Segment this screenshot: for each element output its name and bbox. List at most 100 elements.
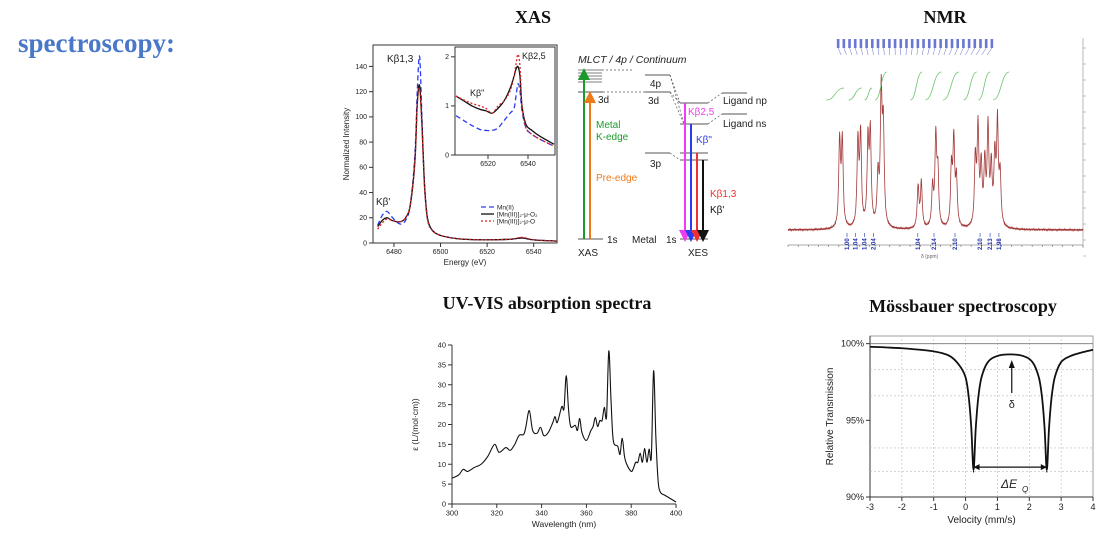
nmr-peak-pointer — [843, 47, 847, 56]
nmr-integration-curve — [848, 87, 862, 101]
xas-inset-y-tick-label: 2 — [445, 54, 449, 61]
xas-main-y-tick-label: 60 — [359, 165, 367, 172]
nmr-peak-pointer — [986, 47, 993, 56]
metal-k-edge-label-1: Metal — [596, 120, 620, 131]
xas-main-y-tick-label: 80 — [359, 139, 367, 146]
uvvis-y-tick-label: 10 — [438, 460, 446, 469]
xas-legend-label: Mn(II) — [497, 205, 514, 212]
mossbauer-frame — [869, 335, 1094, 498]
ligand-np-label: Ligand np — [723, 96, 767, 107]
mossbauer-x-tick-label: 1 — [995, 502, 1000, 512]
nmr-peak-shift-label — [916, 39, 920, 48]
xas-main-y-tick-label: 0 — [363, 240, 367, 247]
metal-label: Metal — [632, 235, 656, 246]
delta-label: δ — [1009, 399, 1015, 411]
uvvis-y-tick-label: 30 — [438, 380, 446, 389]
nmr-integration-curve — [992, 71, 1010, 101]
nmr-peak-pointer — [927, 47, 930, 56]
nmr-integral-label: 1.00 — [845, 238, 851, 250]
nmr-peak-shift-label — [950, 39, 954, 48]
nmr-peak-shift-label — [882, 39, 885, 48]
uvvis-title: UV-VIS absorption spectra — [442, 293, 652, 313]
kbdp-label: Kβ" — [696, 135, 712, 146]
nmr-peak-pointer — [970, 47, 975, 56]
nmr-peak-shift-label — [979, 39, 982, 48]
nmr-peak-shift-label — [927, 39, 931, 48]
delta-arrow-head — [1008, 360, 1015, 368]
nmr-peak-pointer — [943, 47, 947, 56]
uvvis-x-tick-label: 340 — [535, 509, 548, 518]
nmr-title: NMR — [923, 7, 967, 27]
quad-split-subscript: Q — [1022, 485, 1028, 494]
xas-inset-series-2-line — [455, 53, 555, 147]
nmr-peak-pointer — [959, 47, 964, 56]
uvvis-y-tick-label: 0 — [442, 500, 446, 509]
nmr-peak-pointer — [976, 47, 981, 56]
xas-inset-y-tick-label: 0 — [445, 152, 449, 159]
uvvis-x-tick-label: 320 — [491, 509, 504, 518]
mossbauer-x-tick-label: 3 — [1059, 502, 1064, 512]
nmr-x-label: δ (ppm) — [921, 254, 939, 260]
uvvis-x-tick-label: 360 — [580, 509, 593, 518]
nmr-peak-shift-label — [956, 39, 960, 48]
mossbauer-x-tick-label: -3 — [866, 502, 874, 512]
xas-main-y-tick-label: 40 — [359, 190, 367, 197]
nmr-integral-label: 1.04 — [863, 238, 869, 250]
xas-kb13-label: Kβ1,3 — [387, 54, 414, 65]
uvvis-y-tick-label: 15 — [438, 440, 446, 449]
nmr-integral-label: 1.98 — [997, 238, 1003, 250]
xas-main-x-tick-label: 6500 — [433, 249, 449, 256]
xas-legend-label: [Mn(III)]₂-μ-O — [497, 219, 535, 226]
xas-title: XAS — [514, 7, 552, 27]
nmr-peak-shift-label — [984, 39, 988, 48]
nmr-peak-pointer — [932, 47, 936, 56]
xas-main-series-2-line — [377, 87, 558, 242]
quad-split-label: ΔE — [1000, 477, 1018, 491]
nmr-peak-shift-label — [967, 39, 971, 48]
nmr-peak-pointer — [911, 47, 913, 56]
nmr-integration-curve — [925, 71, 942, 101]
diagram-header: MLCT / 4p / Continuum — [578, 54, 687, 66]
kbp-label: Kβ' — [710, 205, 724, 216]
nmr-spectrum-line — [787, 73, 1084, 233]
nmr-integral-label: 2.10 — [953, 238, 959, 250]
xas-1s-label: 1s — [607, 235, 618, 246]
slide-heading: spectroscopy: — [18, 28, 175, 58]
nmr-peak-shift-label — [939, 39, 942, 48]
nmr-peak-shift-label — [871, 39, 874, 48]
nmr-peak-shift-label — [973, 39, 977, 48]
xes-4p-label: 4p — [650, 79, 662, 90]
nmr-integration-curve — [978, 71, 991, 101]
quad-split-arrow-head-right — [1040, 464, 1047, 471]
ligand-np-connector — [707, 92, 723, 104]
nmr-integral-label: 1.04 — [853, 238, 859, 250]
nmr-peak-shift-label — [990, 39, 994, 48]
xas-main-x-tick-label: 6520 — [479, 249, 495, 256]
nmr-peak-shift-label — [905, 39, 908, 48]
nmr-peak-pointer — [877, 47, 880, 56]
xas-main-frame — [372, 44, 558, 244]
xas-inset-bg — [455, 47, 555, 155]
nmr-peak-shift-label — [910, 39, 914, 48]
metal-k-edge-label-2: K-edge — [596, 132, 629, 143]
mossbauer-y-tick-label: 95% — [846, 415, 864, 425]
pre-edge-label: Pre-edge — [596, 173, 638, 184]
xas-inset-kbdp-label: Kβ" — [470, 88, 484, 98]
ligand-ns-connector — [707, 113, 723, 125]
nmr-peak-pointer — [922, 47, 924, 56]
mossbauer-y-tick-label: 100% — [841, 339, 864, 349]
xas-3d-label: 3d — [598, 95, 609, 106]
nmr-integration-curve — [963, 71, 977, 101]
mo-connector — [669, 91, 685, 125]
nmr-peak-pointer — [837, 47, 842, 56]
mossbauer-title: Mössbauer spectroscopy — [869, 296, 1057, 316]
xas-inset-kb25-label: Kβ2,5 — [522, 51, 546, 61]
nmr-peak-pointer — [954, 47, 958, 56]
xas-inset-x-tick-label: 6540 — [520, 161, 536, 168]
ligand-ns-label: Ligand ns — [723, 119, 766, 130]
nmr-integration-curve — [942, 71, 960, 101]
nmr-integral-label: 2.04 — [872, 238, 878, 250]
xas-kbprime-label: Kβ' — [376, 197, 390, 208]
nmr-peak-shift-label — [933, 39, 937, 48]
